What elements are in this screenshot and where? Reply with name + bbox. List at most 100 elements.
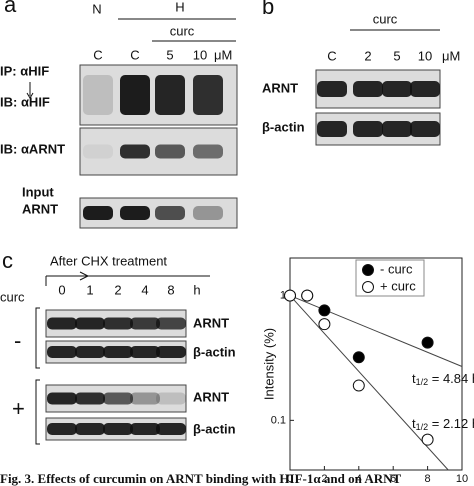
band bbox=[193, 144, 223, 159]
ip-label: IP: αHIF bbox=[0, 63, 49, 78]
band bbox=[156, 317, 186, 330]
lane-label: 1 bbox=[86, 282, 93, 297]
x-tick-label: 10 bbox=[456, 473, 468, 485]
group-label: - bbox=[14, 328, 21, 353]
lane-label: 2 bbox=[364, 48, 371, 63]
band bbox=[120, 75, 150, 115]
band bbox=[156, 392, 186, 405]
lane-label: C bbox=[327, 48, 336, 63]
band bbox=[353, 81, 383, 97]
band bbox=[47, 346, 77, 358]
lane-group: N bbox=[92, 1, 101, 16]
treatment-label: After CHX treatment bbox=[50, 253, 167, 268]
band bbox=[120, 206, 150, 220]
arrow-head bbox=[79, 271, 90, 281]
lane-label: C bbox=[130, 47, 139, 62]
blot-label: ARNT bbox=[193, 315, 229, 330]
band bbox=[410, 121, 440, 137]
band bbox=[155, 144, 185, 159]
x-tick-label: 0 bbox=[287, 473, 293, 485]
point bbox=[301, 289, 314, 302]
blot-label: ARNT bbox=[22, 201, 58, 216]
annotation-part: 1/2 bbox=[416, 422, 429, 432]
band bbox=[353, 121, 383, 137]
band bbox=[75, 317, 105, 330]
point bbox=[318, 318, 331, 331]
band bbox=[155, 206, 185, 220]
annotation-part: t bbox=[412, 371, 416, 386]
caption: Fig. 3. Effects of curcumin on ARNT bind… bbox=[0, 471, 401, 486]
unit-label: h bbox=[193, 282, 200, 297]
lane-group: H bbox=[175, 0, 184, 14]
annotation-part: 1/2 bbox=[416, 377, 429, 387]
blot-label: β-actin bbox=[193, 421, 236, 436]
y-axis-label: Intensity (%) bbox=[261, 328, 276, 400]
band bbox=[75, 392, 105, 405]
treatment-label: curc bbox=[170, 23, 195, 38]
blot-label: β-actin bbox=[262, 119, 305, 134]
lane-label: 10 bbox=[193, 47, 207, 62]
band bbox=[83, 75, 113, 115]
band bbox=[130, 392, 160, 405]
point bbox=[421, 336, 434, 349]
band bbox=[410, 81, 440, 97]
band bbox=[382, 121, 412, 137]
panel-label: b bbox=[262, 0, 274, 19]
band bbox=[75, 423, 105, 435]
band bbox=[47, 317, 77, 330]
band bbox=[47, 423, 77, 435]
x-tick-label: 4 bbox=[356, 473, 362, 485]
band bbox=[156, 423, 186, 435]
point bbox=[421, 433, 434, 446]
unit-label: μM bbox=[442, 48, 460, 63]
blot-label: ARNT bbox=[193, 389, 229, 404]
band bbox=[130, 317, 160, 330]
annotation-part: = 4.84 h bbox=[428, 371, 474, 386]
band bbox=[193, 206, 223, 220]
band bbox=[317, 121, 347, 137]
annotation: t1/2 = 4.84 h bbox=[412, 371, 474, 387]
band bbox=[83, 206, 113, 220]
band bbox=[193, 75, 223, 115]
blots bbox=[45, 64, 441, 441]
band bbox=[130, 346, 160, 358]
arrow-head bbox=[26, 92, 34, 99]
point bbox=[352, 379, 365, 392]
band bbox=[103, 392, 133, 405]
unit-label: μM bbox=[214, 47, 232, 62]
band bbox=[47, 392, 77, 405]
bracket bbox=[35, 307, 40, 445]
lane-label: 4 bbox=[141, 282, 148, 297]
legend-marker bbox=[362, 264, 374, 276]
panel-label: c bbox=[2, 248, 13, 273]
lane-label: 8 bbox=[167, 282, 174, 297]
lane-label: 5 bbox=[166, 47, 173, 62]
point bbox=[318, 304, 331, 317]
x-tick-label: 2 bbox=[321, 473, 327, 485]
legend-label: - curc bbox=[380, 261, 413, 276]
lane-label: 0 bbox=[58, 282, 65, 297]
blot-label: ARNT bbox=[262, 80, 298, 95]
plot-frame bbox=[289, 257, 463, 471]
band bbox=[317, 81, 347, 97]
band bbox=[382, 81, 412, 97]
y-tick-label: 0.1 bbox=[271, 414, 286, 426]
band bbox=[103, 423, 133, 435]
y-tick-label: 1 bbox=[280, 289, 286, 301]
band bbox=[120, 144, 150, 159]
lane-label: 2 bbox=[114, 282, 121, 297]
x-tick-label: 8 bbox=[425, 473, 431, 485]
band bbox=[75, 346, 105, 358]
annotation-part: = 2.12 h bbox=[428, 416, 474, 431]
point bbox=[352, 351, 365, 364]
annotation-part: t bbox=[412, 416, 416, 431]
annotation: t1/2 = 2.12 h bbox=[412, 416, 474, 432]
blot-label: IB: αHIF bbox=[0, 94, 50, 109]
band bbox=[156, 346, 186, 358]
band bbox=[103, 317, 133, 330]
lane-label: 5 bbox=[393, 48, 400, 63]
band bbox=[130, 423, 160, 435]
blot-label: β-actin bbox=[193, 344, 236, 359]
fit-line bbox=[289, 295, 463, 367]
